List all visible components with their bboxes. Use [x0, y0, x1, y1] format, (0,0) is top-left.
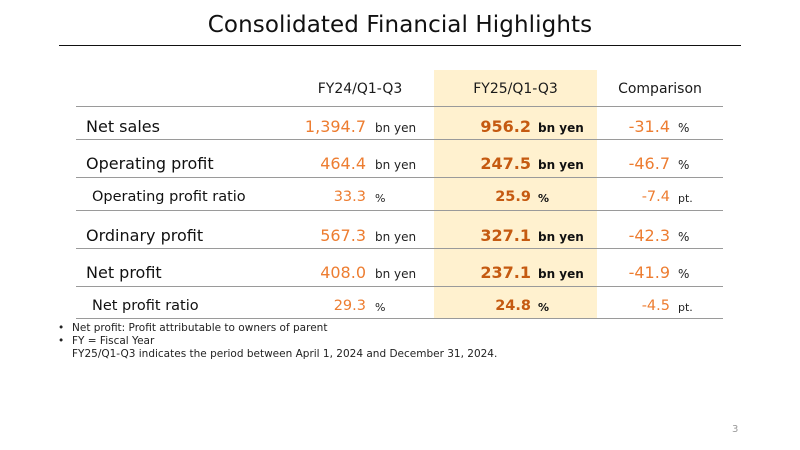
fy25-unit: %	[538, 192, 550, 205]
fy25-value: 237.1	[480, 263, 531, 282]
row-label: Operating profit	[86, 154, 214, 173]
footnote-item: • FY = Fiscal Year	[56, 335, 497, 348]
footnote-text: Net profit: Profit attributable to owner…	[72, 322, 328, 334]
footnote-text: FY25/Q1-Q3 indicates the period between …	[72, 348, 498, 360]
fy25-unit: bn yen	[538, 267, 584, 281]
row-label: Operating profit ratio	[92, 189, 246, 205]
comparison-unit: %	[678, 158, 690, 172]
comparison-value: -4.5	[641, 298, 670, 314]
footnote-continuation: FY25/Q1-Q3 indicates the period between …	[56, 348, 497, 361]
fy24-value: 567.3	[320, 226, 366, 245]
comparison-value: -31.4	[628, 117, 670, 136]
row-divider	[76, 177, 723, 178]
fy24-unit: bn yen	[375, 267, 417, 281]
fy25-unit: bn yen	[538, 121, 584, 135]
bullet-icon: •	[58, 335, 65, 347]
comparison-value: -41.9	[628, 263, 670, 282]
page-number: 3	[732, 424, 739, 435]
comparison-value: -42.3	[628, 226, 670, 245]
fy25-value: 25.9	[495, 189, 531, 205]
table-row-net-profit: Net profit 408.0 bn yen 237.1 bn yen -41…	[76, 263, 723, 287]
fy24-unit: %	[375, 192, 386, 205]
row-label: Ordinary profit	[86, 226, 204, 245]
footnotes: • Net profit: Profit attributable to own…	[56, 322, 497, 361]
table-row-net-profit-ratio: Net profit ratio 29.3 % 24.8 % -4.5 pt.	[76, 296, 723, 320]
title-divider	[59, 45, 741, 46]
comparison-value: -7.4	[641, 189, 670, 205]
fy25-value: 327.1	[480, 226, 531, 245]
row-divider	[76, 286, 723, 287]
table-row-ordinary-profit: Ordinary profit 567.3 bn yen 327.1 bn ye…	[76, 226, 723, 250]
table-bottom-rule	[76, 318, 723, 319]
fy24-unit: bn yen	[375, 230, 417, 244]
row-divider	[76, 248, 723, 249]
comparison-unit: pt.	[678, 301, 693, 314]
fy25-value: 956.2	[480, 117, 531, 136]
fy25-value: 24.8	[495, 298, 531, 314]
comparison-unit: %	[678, 121, 690, 135]
footnote-item: • Net profit: Profit attributable to own…	[56, 322, 497, 335]
table-row-operating-profit-ratio: Operating profit ratio 33.3 % 25.9 % -7.…	[76, 187, 723, 211]
row-divider	[76, 210, 723, 211]
fy25-unit: %	[538, 301, 550, 314]
row-label: Net profit ratio	[92, 298, 199, 314]
footnote-text: FY = Fiscal Year	[72, 335, 155, 347]
header-divider	[76, 106, 723, 107]
fy25-unit: bn yen	[538, 158, 584, 172]
fy24-value: 29.3	[333, 298, 366, 314]
slide-title: Consolidated Financial Highlights	[207, 12, 593, 38]
comparison-unit: %	[678, 230, 690, 244]
fy24-unit: %	[375, 301, 386, 314]
row-label: Net sales	[86, 117, 160, 136]
row-label: Net profit	[86, 263, 162, 282]
fy24-value: 1,394.7	[304, 117, 366, 136]
column-header-comparison: Comparison	[618, 81, 702, 97]
column-header-fy25: FY25/Q1-Q3	[473, 81, 558, 97]
fy24-value: 464.4	[320, 154, 366, 173]
table-row-operating-profit: Operating profit 464.4 bn yen 247.5 bn y…	[76, 154, 723, 178]
bullet-icon: •	[58, 322, 65, 334]
fy24-value: 408.0	[320, 263, 366, 282]
comparison-value: -46.7	[628, 154, 670, 173]
comparison-unit: pt.	[678, 192, 693, 205]
column-header-fy24: FY24/Q1-Q3	[317, 81, 403, 97]
table-row-net-sales: Net sales 1,394.7 bn yen 956.2 bn yen -3…	[76, 117, 723, 141]
highlight-column-fy25	[434, 70, 597, 318]
fy24-value: 33.3	[333, 189, 366, 205]
fy24-unit: bn yen	[375, 158, 417, 172]
row-divider	[76, 139, 723, 140]
fy24-unit: bn yen	[375, 121, 417, 135]
fy25-unit: bn yen	[538, 230, 584, 244]
fy25-value: 247.5	[480, 154, 531, 173]
comparison-unit: %	[678, 267, 690, 281]
